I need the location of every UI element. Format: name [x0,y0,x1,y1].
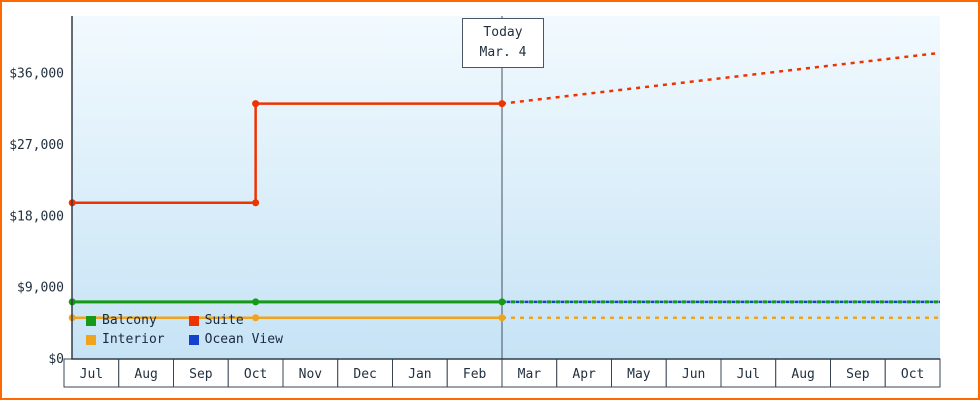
month-cell [720,358,777,388]
ocean-view-swatch-icon [188,334,199,345]
month-label: May [627,367,651,382]
axis-line [71,16,940,360]
interior-swatch-icon [86,334,96,345]
month-cell [611,358,667,388]
month-label: Sep [189,367,213,382]
month-label: Nov [299,367,323,382]
series-marker [498,100,506,108]
legend-label-balcony: Balcony [102,313,157,328]
month-cell [446,358,503,388]
legend-item-ocean-view: Ocean View [188,332,283,347]
month-cell [392,358,448,388]
y-axis-label: $0 [48,352,64,367]
month-label: Feb [463,367,487,382]
series-marker [252,314,260,322]
series-marker [252,298,260,306]
y-axis-label: $18,000 [9,209,64,224]
series-history-line [72,102,502,205]
y-axis-label: $27,000 [9,138,64,153]
chart-legend: Balcony Suite Interior Ocean View [86,313,283,347]
month-cell [830,358,886,388]
month-label: Dec [353,367,376,382]
month-label: Apr [572,367,596,382]
month-label: Oct [244,367,267,382]
month-label: Jul [737,367,760,382]
legend-item-suite: Suite [188,313,283,328]
today-label: Today [483,25,523,40]
month-cell [118,358,174,388]
legend-label-ocean-view: Ocean View [204,332,283,347]
month-cell [63,358,120,388]
month-cell [227,358,284,388]
legend-label-interior: Interior [102,332,165,347]
series-marker [252,199,260,207]
legend-item-balcony: Balcony [86,313,165,328]
series-marker [252,100,260,108]
month-label: Jul [80,367,103,382]
month-label: Aug [134,367,157,382]
month-cell [173,358,229,388]
month-label: Mar [518,367,542,382]
month-cell [884,358,941,388]
month-cell [665,358,722,388]
month-label: Jun [682,367,705,382]
month-label: Aug [791,367,814,382]
y-axis-label: $36,000 [9,67,64,82]
month-cell [775,358,831,388]
suite-swatch-icon [188,315,199,326]
legend-item-interior: Interior [86,332,165,347]
series-forecast-line [501,51,941,105]
month-label: Jan [408,367,431,382]
month-label: Oct [901,367,924,382]
legend-label-suite: Suite [204,313,244,328]
today-marker-box: Today Mar. 4 [462,18,544,68]
today-date: Mar. 4 [479,44,527,60]
series-marker [498,314,506,322]
balcony-swatch-icon [86,315,96,326]
series-marker [498,298,506,306]
month-label: Sep [846,367,870,382]
y-axis-label: $9,000 [17,281,64,296]
